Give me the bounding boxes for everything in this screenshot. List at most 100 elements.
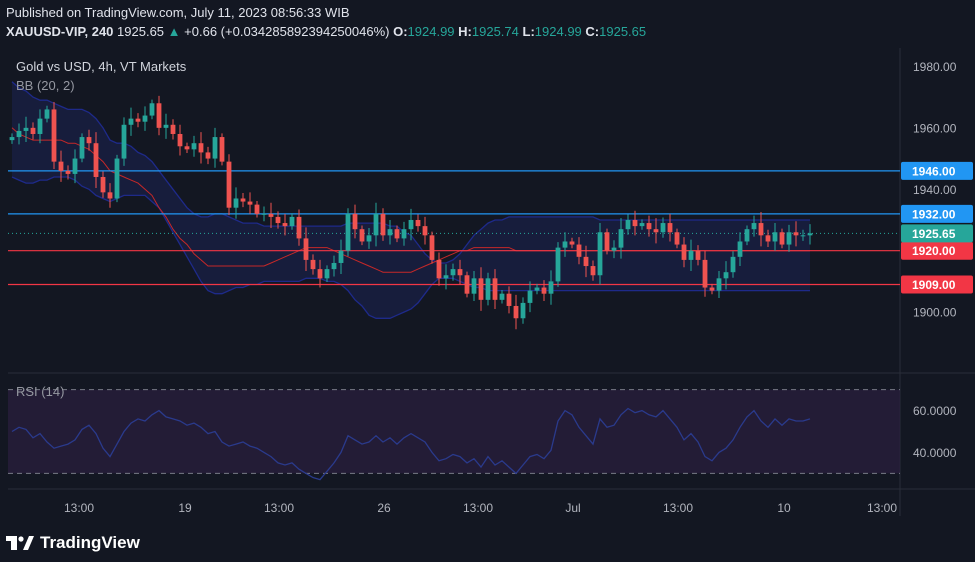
candle[interactable] [506, 286, 512, 314]
candle[interactable] [513, 294, 519, 330]
candle[interactable] [618, 218, 624, 259]
candle[interactable] [198, 132, 204, 164]
candle[interactable] [247, 192, 253, 214]
candle[interactable] [639, 219, 645, 230]
candle[interactable] [317, 259, 323, 288]
symbol-label[interactable]: XAUUSD-VIP, 240 [6, 24, 114, 39]
candle[interactable] [331, 255, 337, 277]
candle[interactable] [611, 240, 617, 259]
candle[interactable] [604, 228, 610, 255]
candle[interactable] [527, 281, 533, 313]
level-price-badge[interactable]: 1909.00 [901, 275, 973, 294]
candle[interactable] [625, 214, 631, 235]
candle[interactable] [338, 239, 344, 275]
candle[interactable] [597, 223, 603, 285]
candle[interactable] [366, 227, 372, 249]
candle[interactable] [282, 213, 288, 236]
candle[interactable] [429, 231, 435, 264]
candle[interactable] [219, 133, 225, 166]
candle[interactable] [86, 129, 92, 151]
candle[interactable] [681, 237, 687, 268]
candle[interactable] [779, 228, 785, 249]
candle[interactable] [121, 117, 127, 166]
bb-legend[interactable]: BB (20, 2) [16, 78, 75, 93]
candle[interactable] [149, 99, 155, 120]
candle[interactable] [401, 221, 407, 246]
candle[interactable] [534, 283, 540, 295]
candle[interactable] [177, 124, 183, 156]
candle[interactable] [72, 149, 78, 184]
level-price-badge[interactable]: 1946.00 [901, 161, 973, 180]
candle[interactable] [583, 245, 589, 278]
candle[interactable] [800, 229, 806, 241]
candle[interactable] [58, 150, 64, 182]
candle[interactable] [107, 183, 113, 208]
candle[interactable] [310, 254, 316, 275]
candle[interactable] [16, 123, 22, 145]
candle[interactable] [632, 210, 638, 236]
candle[interactable] [576, 237, 582, 265]
candle[interactable] [702, 250, 708, 297]
candle[interactable] [436, 252, 442, 286]
candle[interactable] [65, 165, 71, 180]
candle[interactable] [275, 211, 281, 229]
candle[interactable] [268, 202, 274, 228]
rsi-legend[interactable]: RSI (14) [16, 384, 64, 399]
candle[interactable] [520, 297, 526, 324]
candle[interactable] [793, 221, 799, 247]
candle[interactable] [212, 127, 218, 168]
candle[interactable] [128, 107, 134, 136]
candle[interactable] [142, 106, 148, 131]
candle[interactable] [660, 217, 666, 238]
candle[interactable] [590, 260, 596, 281]
candle[interactable] [359, 225, 365, 246]
candle[interactable] [191, 135, 197, 157]
candle[interactable] [730, 251, 736, 278]
candle[interactable] [751, 215, 757, 237]
candle[interactable] [674, 228, 680, 249]
candle[interactable] [380, 208, 386, 241]
candle[interactable] [695, 245, 701, 266]
last-price-badge[interactable]: 1925.65 [901, 224, 973, 243]
candle[interactable] [240, 192, 246, 208]
candle[interactable] [289, 213, 295, 230]
candle[interactable] [653, 218, 659, 244]
candle[interactable] [170, 119, 176, 140]
price-chart[interactable]: 1900.00 1920.00 1940.00 1960.00 1980.00 40.00… [0, 0, 975, 530]
candle[interactable] [345, 208, 351, 257]
candle[interactable] [758, 211, 764, 247]
candle[interactable] [233, 187, 239, 219]
candle[interactable] [373, 202, 379, 247]
candle[interactable] [408, 208, 414, 241]
level-price-badge[interactable]: 1920.00 [901, 241, 973, 260]
candle[interactable] [37, 109, 43, 144]
candle[interactable] [765, 229, 771, 248]
candle[interactable] [450, 263, 456, 281]
candle[interactable] [548, 270, 554, 305]
candle[interactable] [737, 232, 743, 267]
candle[interactable] [716, 270, 722, 298]
candle[interactable] [464, 271, 470, 298]
candle[interactable] [394, 225, 400, 243]
candle[interactable] [457, 259, 463, 285]
candle[interactable] [541, 280, 547, 302]
candle[interactable] [163, 113, 169, 139]
candle[interactable] [296, 209, 302, 246]
candle[interactable] [184, 142, 190, 154]
candle[interactable] [471, 270, 477, 302]
candle[interactable] [555, 242, 561, 287]
candle[interactable] [709, 283, 715, 295]
candle[interactable] [688, 239, 694, 271]
candle[interactable] [415, 214, 421, 232]
candle[interactable] [499, 290, 505, 304]
candle[interactable] [205, 146, 211, 165]
candle[interactable] [744, 225, 750, 246]
candle[interactable] [100, 171, 106, 198]
candle[interactable] [261, 206, 267, 222]
candle[interactable] [569, 237, 575, 249]
level-price-badge[interactable]: 1932.00 [901, 204, 973, 223]
candle[interactable] [135, 113, 141, 128]
candle[interactable] [478, 267, 484, 311]
candle[interactable] [44, 105, 50, 123]
candle[interactable] [30, 122, 36, 140]
